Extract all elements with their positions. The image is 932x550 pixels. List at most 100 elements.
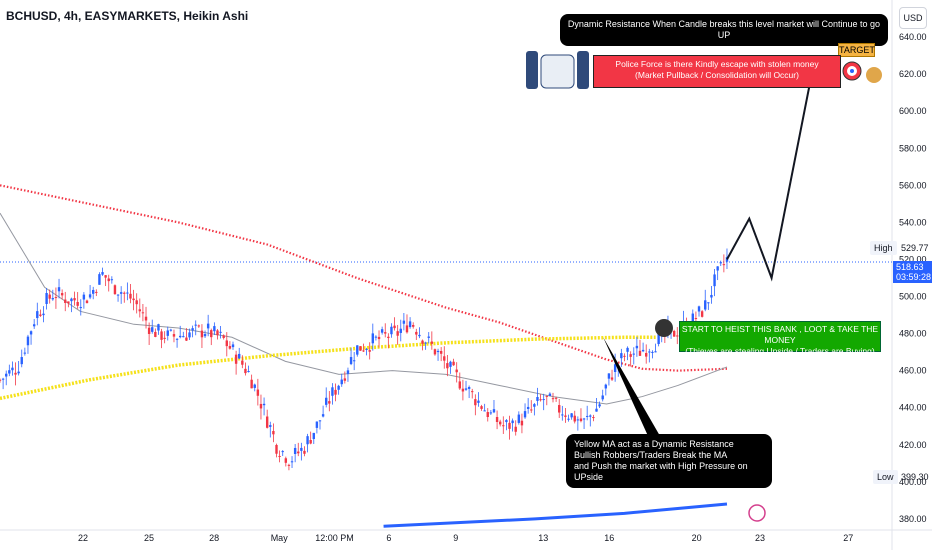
y-tick-label: 580.00 bbox=[899, 143, 927, 153]
candle-body bbox=[511, 420, 514, 424]
candle-body bbox=[172, 334, 176, 337]
candle-body bbox=[241, 360, 244, 365]
candle-body bbox=[648, 351, 651, 353]
candle-body bbox=[45, 292, 48, 304]
candle-body bbox=[60, 293, 64, 296]
candle-body bbox=[607, 373, 611, 379]
candle-body bbox=[48, 294, 51, 299]
candle-body bbox=[70, 298, 73, 302]
candle-body bbox=[694, 318, 698, 320]
symbol-title[interactable]: BCHUSD, 4h, EASYMARKETS, Heikin Ashi bbox=[6, 9, 249, 23]
x-tick-label: 23 bbox=[755, 533, 765, 543]
dynamic-resistance-text: Dynamic Resistance When Candle breaks th… bbox=[567, 19, 881, 40]
candle-body bbox=[51, 298, 55, 300]
currency-button[interactable]: USD bbox=[899, 7, 927, 29]
candle-body bbox=[219, 331, 222, 333]
candle-body bbox=[595, 408, 598, 412]
candle-body bbox=[166, 330, 169, 336]
candle-body bbox=[573, 415, 576, 422]
candle-body bbox=[545, 395, 548, 397]
candle-body bbox=[253, 384, 256, 388]
candle-body bbox=[623, 355, 626, 357]
candle-body bbox=[197, 325, 201, 327]
grey-ma-line bbox=[0, 212, 728, 405]
candle-body bbox=[492, 409, 496, 413]
y-tick-label: 420.00 bbox=[899, 440, 927, 450]
candle-body bbox=[281, 451, 284, 453]
x-tick-label: 13 bbox=[538, 533, 548, 543]
x-tick-label: 20 bbox=[692, 533, 702, 543]
x-tick-label: 6 bbox=[386, 533, 391, 543]
candle-body bbox=[256, 389, 260, 396]
candle-body bbox=[98, 274, 101, 285]
candle-body bbox=[0, 379, 2, 381]
candle-body bbox=[598, 404, 601, 407]
candle-body bbox=[110, 279, 114, 281]
y-tick-label: 520.00 bbox=[899, 254, 927, 264]
candle-body bbox=[343, 378, 347, 381]
target-text: TARGET bbox=[839, 45, 875, 55]
candle-body bbox=[570, 413, 573, 418]
candle-body bbox=[85, 300, 89, 304]
candle-body bbox=[523, 411, 527, 418]
yellow-callout-pointer bbox=[603, 337, 660, 436]
candle-body bbox=[284, 458, 288, 463]
candle-body bbox=[349, 357, 353, 365]
candle-body bbox=[554, 397, 558, 399]
y-tick-label: 460.00 bbox=[899, 366, 927, 376]
money-bag-icon bbox=[866, 67, 882, 83]
candle-body bbox=[396, 331, 399, 336]
candle-body bbox=[213, 326, 216, 332]
police-callout: Police Force is there Kindly escape with… bbox=[593, 55, 841, 88]
candle-body bbox=[151, 327, 154, 332]
candle-body bbox=[250, 379, 253, 389]
candle-body bbox=[147, 327, 151, 334]
candle-body bbox=[116, 294, 120, 296]
target-center-icon bbox=[850, 69, 854, 73]
candle-body bbox=[384, 332, 387, 334]
candle-body bbox=[129, 293, 132, 299]
yellow-line2: Bullish Robbers/Traders Break the MA bbox=[574, 450, 728, 460]
candle-body bbox=[104, 275, 107, 278]
x-tick-label: 16 bbox=[604, 533, 614, 543]
candle-body bbox=[707, 302, 710, 304]
candle-body bbox=[194, 324, 197, 326]
candle-body bbox=[424, 342, 427, 344]
candle-body bbox=[325, 397, 328, 405]
candle-body bbox=[82, 294, 86, 300]
candle-body bbox=[210, 330, 213, 338]
candle-body bbox=[119, 292, 123, 294]
candle-body bbox=[480, 406, 483, 409]
police-car-icon bbox=[540, 54, 575, 89]
candle-body bbox=[132, 298, 135, 301]
candle-body bbox=[508, 422, 511, 429]
candle-body bbox=[418, 334, 421, 337]
candle-body bbox=[486, 412, 489, 418]
candle-body bbox=[29, 331, 33, 335]
candle-body bbox=[269, 425, 272, 427]
high-label: High bbox=[870, 241, 897, 255]
candle-body bbox=[551, 398, 555, 400]
candle-body bbox=[57, 287, 61, 292]
candle-body bbox=[303, 450, 306, 454]
icons bbox=[526, 51, 882, 522]
candle-body bbox=[393, 325, 396, 329]
candle-body bbox=[604, 384, 608, 389]
candle-body bbox=[710, 294, 713, 298]
candle-body bbox=[23, 352, 27, 354]
candle-body bbox=[399, 328, 402, 333]
candle-body bbox=[548, 393, 552, 396]
candle-body bbox=[265, 416, 269, 428]
candle-body bbox=[107, 278, 110, 282]
candle-body bbox=[14, 372, 17, 375]
candle-body bbox=[352, 360, 356, 362]
candle-body bbox=[318, 420, 322, 422]
candle-body bbox=[722, 264, 726, 266]
time-axis: 22 25 28 May 12:00 PM 6 9 13 16 20 23 27 bbox=[78, 533, 853, 543]
candle-body bbox=[626, 347, 629, 352]
candle-body bbox=[505, 420, 508, 423]
candle-body bbox=[458, 381, 461, 389]
last-price-tag: 518.63 03:59:28 bbox=[893, 261, 932, 283]
candle-body bbox=[446, 363, 449, 369]
